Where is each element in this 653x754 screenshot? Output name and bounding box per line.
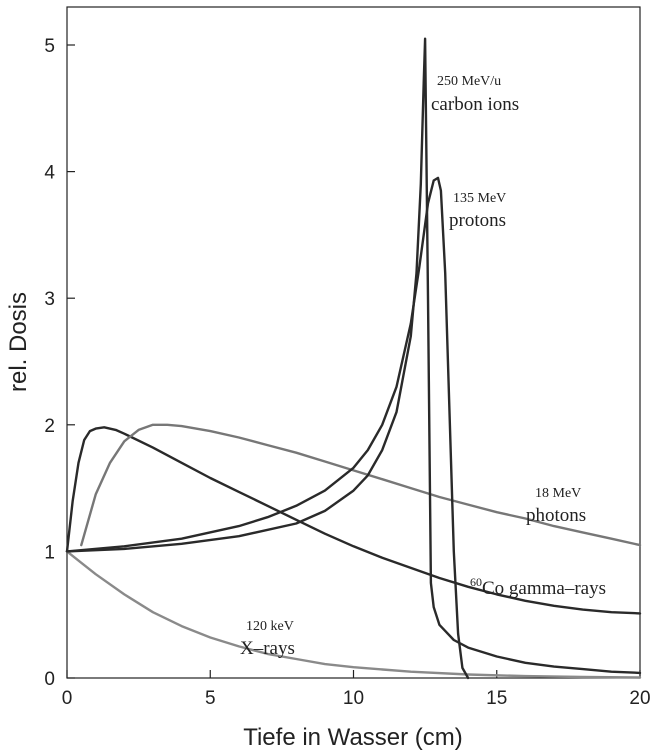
co60-isotope-superscript: 60	[470, 575, 482, 589]
co60-gamma-text: Co gamma–rays	[482, 578, 606, 599]
xrays-dose-curve	[65, 550, 642, 679]
y-tick-label: 1	[44, 542, 55, 563]
protons-dose-curve	[65, 176, 470, 680]
y-tick-label: 5	[44, 36, 55, 57]
y-axis-title: rel. Dosis	[5, 292, 32, 392]
carbon-ions-label: carbon ions	[431, 94, 519, 115]
photons-dose-curve	[80, 423, 642, 547]
y-tick-label: 4	[44, 163, 55, 184]
protons-energy-label: 135 MeV	[453, 191, 506, 206]
y-tick-label: 2	[44, 416, 55, 437]
xrays-energy-label: 120 keV	[246, 619, 294, 634]
y-axis-ticks: 0 1 2 3 4 5	[44, 36, 75, 690]
x-axis-ticks: 0 5 10 15 20	[62, 670, 651, 709]
y-tick-label: 3	[44, 289, 55, 310]
protons-label: protons	[449, 210, 506, 231]
x-axis-title: Tiefe in Wasser (cm)	[243, 724, 463, 751]
y-tick-label: 0	[44, 669, 55, 690]
co60-dose-curve	[65, 426, 642, 615]
x-tick-label: 20	[629, 688, 650, 709]
carbon-energy-label: 250 MeV/u	[437, 74, 501, 89]
photons-energy-label: 18 MeV	[535, 486, 581, 501]
xrays-label: X–rays	[240, 638, 295, 659]
photons-label: photons	[526, 505, 586, 526]
series-layer	[65, 37, 642, 680]
x-tick-label: 15	[486, 688, 507, 709]
x-tick-label: 10	[343, 688, 364, 709]
carbon-dose-curve	[65, 37, 642, 675]
co60-label: 60Co gamma–rays	[470, 575, 606, 599]
x-tick-label: 0	[62, 688, 73, 709]
x-tick-label: 5	[205, 688, 216, 709]
